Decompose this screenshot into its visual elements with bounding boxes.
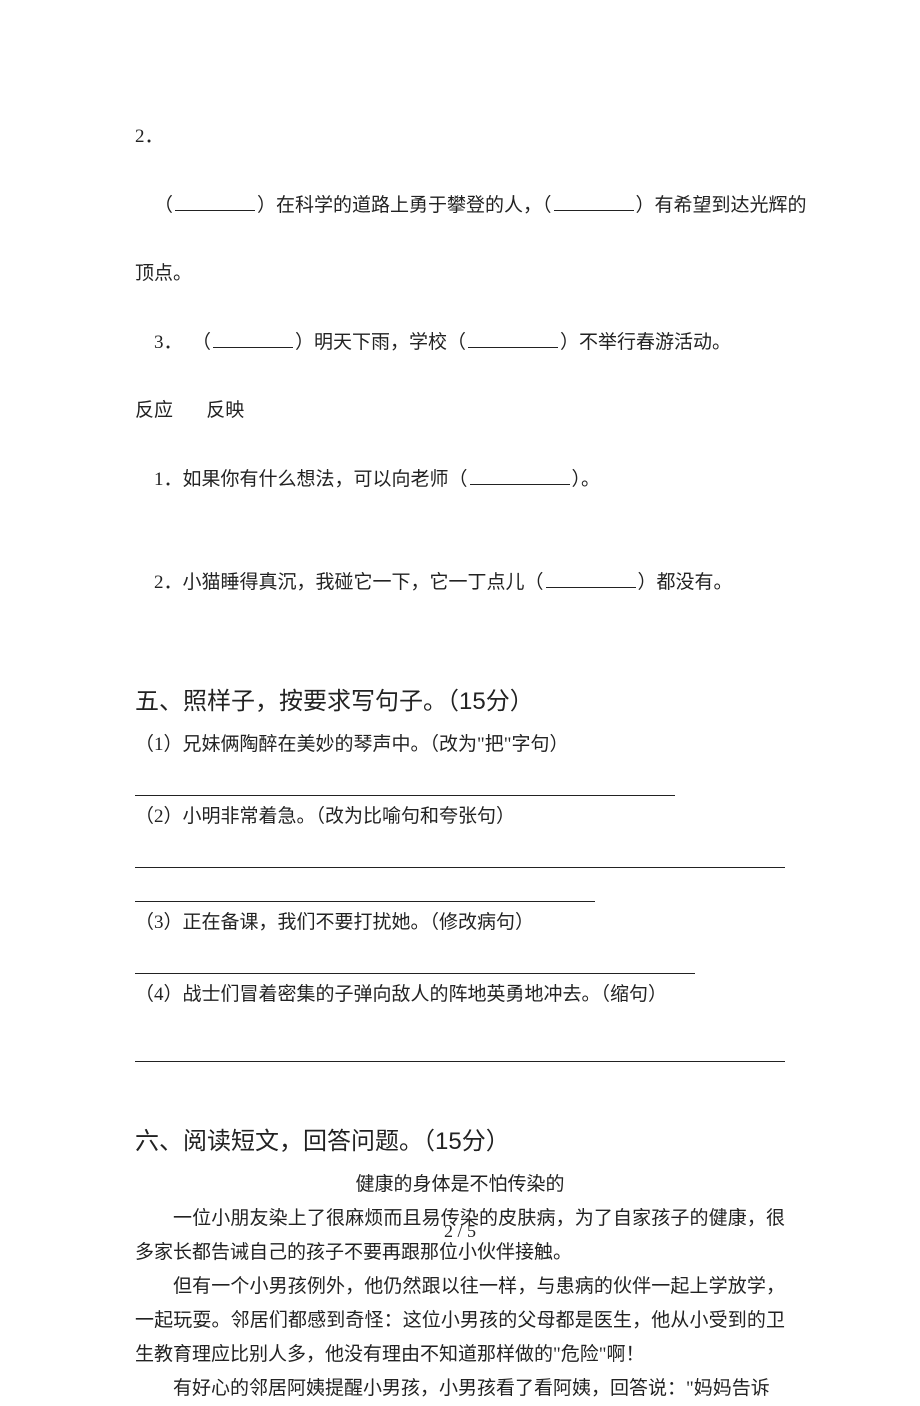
wc2-post: ）都没有。	[638, 572, 733, 593]
q2-number: 2．	[135, 120, 785, 154]
q2-blank2[interactable]	[554, 188, 634, 211]
wc1-blank[interactable]	[470, 462, 570, 485]
q3-post: ）不举行春游活动。	[560, 332, 731, 353]
q3-mid: ）明天下雨，学校（	[295, 332, 466, 353]
q2-pre1: （	[154, 195, 173, 216]
passage-title: 健康的身体是不怕传染的	[135, 1168, 785, 1202]
q3-number: 3． （	[154, 332, 211, 353]
section6-heading: 六、阅读短文，回答问题。（15分）	[135, 1122, 785, 1162]
word-choice-label: 反应 反映	[135, 394, 785, 428]
q3-blank2[interactable]	[468, 325, 558, 348]
wc2-pre: 2．小猫睡得真沉，我碰它一下，它一丁点儿（	[154, 572, 544, 593]
s5-item4: （4）战士们冒着密集的子弹向敌人的阵地英勇地冲去。（缩句）	[135, 978, 785, 1012]
passage-p2: 但有一个小男孩例外，他仍然跟以往一样，与患病的伙伴一起上学放学，一起玩耍。邻居们…	[135, 1270, 785, 1372]
s5-item3: （3）正在备课，我们不要打扰她。（修改病句）	[135, 906, 785, 940]
s5-item2-answer-line1[interactable]	[135, 834, 785, 868]
q2-line1: （）在科学的道路上勇于攀登的人，（）有希望到达光辉的	[135, 154, 785, 257]
q2-post2: ）有希望到达光辉的	[636, 195, 807, 216]
q3-blank1[interactable]	[213, 325, 293, 348]
word-choice-1: 1．如果你有什么想法，可以向老师（ ）。	[135, 428, 785, 531]
wc1-post: ）。	[572, 469, 601, 490]
s5-item1-answer-line[interactable]	[135, 762, 675, 796]
section5-heading: 五、照样子，按要求写句子。（15分）	[135, 682, 785, 722]
s5-item2: （2）小明非常着急。（改为比喻句和夸张句）	[135, 800, 785, 834]
page: 2． （ ）在科学的道路上勇于攀登的人，（ ）有希望到达光辉的 顶点。 3． （ ）明…	[0, 0, 920, 1302]
wc1-pre: 1．如果你有什么想法，可以向老师（	[154, 469, 468, 490]
page-number: 2 / 5	[0, 1221, 920, 1242]
q2-line2: 顶点。	[135, 257, 785, 291]
s5-item2-answer-line2[interactable]	[135, 868, 595, 902]
s5-item1: （1）兄妹俩陶醉在美妙的琴声中。（改为"把"字句）	[135, 728, 785, 762]
q2-post1: ）在科学的道路上勇于攀登的人，（	[257, 195, 552, 216]
word-choice-2: 2．小猫睡得真沉，我碰它一下，它一丁点儿（ ）都没有。	[135, 531, 785, 634]
s5-item4-answer-line[interactable]	[135, 1028, 785, 1062]
passage-p3: 有好心的邻居阿姨提醒小男孩，小男孩看了看阿姨，回答说："妈妈告诉	[135, 1372, 785, 1406]
q2-blank1[interactable]	[175, 188, 255, 211]
q3-line: 3． （ ）明天下雨，学校（ ）不举行春游活动。	[135, 291, 785, 394]
s5-item3-answer-line[interactable]	[135, 940, 695, 974]
wc2-blank[interactable]	[546, 565, 636, 588]
